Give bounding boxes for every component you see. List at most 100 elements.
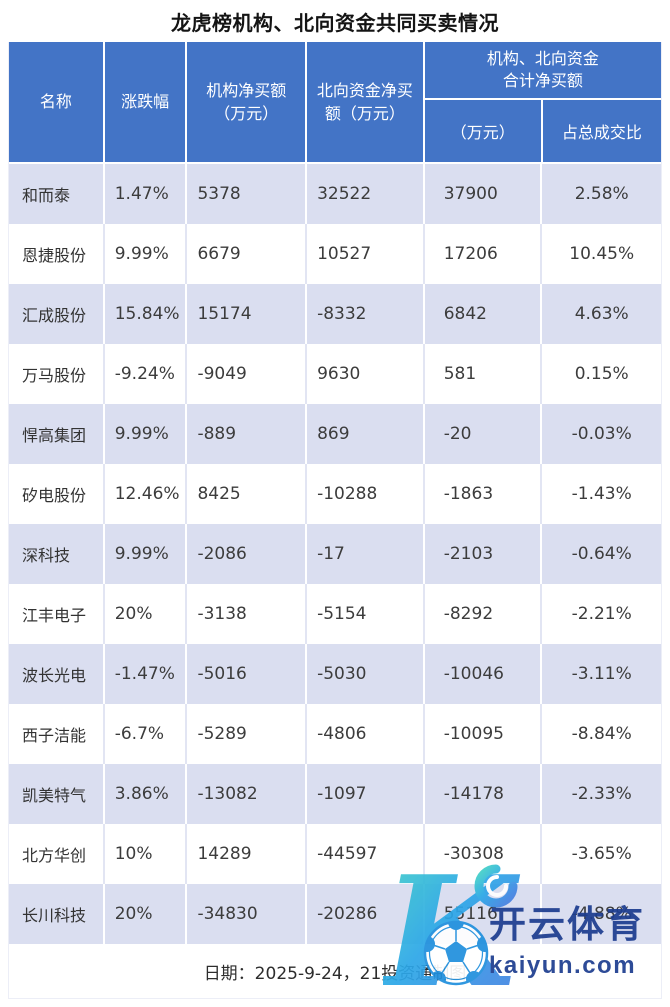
change-percent-cell: 20% [105, 884, 188, 944]
date-caption: 日期：2025-9-24，21投资通制图 [203, 963, 467, 984]
turnover-ratio-cell: -4.88% [571, 904, 632, 924]
change-percent-cell: -6.7% [105, 704, 188, 764]
stock-name-cell: 江丰电子 [9, 584, 105, 644]
northbound-net-buy-cell: 869 [307, 404, 425, 464]
stock-name-cell: 波长光电 [9, 644, 105, 704]
change-percent-cell: 20% [105, 584, 188, 644]
combined-net-buy-cell: 55116 [425, 884, 543, 944]
header-combined-line1: 机构、北向资金 [486, 48, 599, 68]
table-row: 北方华创 10% 14289 -44597 -30308 -3.65% [9, 824, 661, 884]
turnover-ratio-cell: 2.58% [574, 184, 629, 204]
stock-name-cell: 和而泰 [9, 164, 105, 224]
northbound-net-buy-cell: 9630 [307, 344, 425, 404]
institution-net-buy-cell: 8425 [187, 464, 308, 524]
northbound-net-buy-cell: -4806 [307, 704, 425, 764]
combined-net-buy-cell: -20 [425, 404, 543, 464]
northbound-net-buy-cell: -1097 [307, 764, 425, 824]
combined-net-buy-cell: -14178 [425, 764, 543, 824]
table-header: 名称 涨跌幅 机构净买额 （万元） 北向资金净买 额（万元） 机构、北向资金 合… [9, 42, 661, 164]
stock-name-cell: 西子洁能 [9, 704, 105, 764]
turnover-ratio-cell: -8.84% [571, 724, 632, 744]
stock-name-cell: 恩捷股份 [9, 224, 105, 284]
table-row: 凯美特气 3.86% -13082 -1097 -14178 -2.33% [9, 764, 661, 824]
table-row: 深科技 9.99% -2086 -17 -2103 -0.64% [9, 524, 661, 584]
turnover-ratio-cell: -1.43% [571, 484, 632, 504]
stock-name-cell: 凯美特气 [9, 764, 105, 824]
institution-net-buy-cell: -34830 [187, 884, 308, 944]
header-combined-subrow: （万元） 占总成交比 [425, 100, 661, 162]
page-title: 龙虎榜机构、北向资金共同买卖情况 [171, 11, 499, 35]
turnover-ratio-cell: 0.15% [574, 364, 629, 384]
header-institution-line2: （万元） [214, 104, 279, 123]
header-name: 名称 [9, 42, 105, 162]
change-percent-cell: -9.24% [105, 344, 188, 404]
northbound-net-buy-cell: 10527 [307, 224, 425, 284]
combined-net-buy-cell: 17206 [425, 224, 543, 284]
table-row: 万马股份 -9.24% -9049 9630 581 0.15% [9, 344, 661, 404]
combined-net-buy-cell: 581 [425, 344, 543, 404]
change-percent-cell: 15.84% [105, 284, 188, 344]
header-combined-line2: 合计净买额 [502, 71, 583, 90]
institution-net-buy-cell: 6679 [187, 224, 308, 284]
stock-table: 名称 涨跌幅 机构净买额 （万元） 北向资金净买 额（万元） 机构、北向资金 合… [8, 42, 662, 999]
northbound-net-buy-cell: -5030 [307, 644, 425, 704]
institution-net-buy-cell: -13082 [187, 764, 308, 824]
stock-name-cell: 深科技 [9, 524, 105, 584]
turnover-ratio-cell: 4.63% [574, 304, 629, 324]
stock-name-cell: 汇成股份 [9, 284, 105, 344]
header-combined-group: 机构、北向资金 合计净买额 （万元） 占总成交比 [424, 42, 661, 162]
change-percent-cell: 9.99% [105, 524, 188, 584]
combined-net-buy-cell: 6842 [425, 284, 543, 344]
turnover-ratio-cell: -0.64% [571, 544, 632, 564]
header-combined-unit: （万元） [425, 100, 543, 162]
change-percent-cell: 9.99% [105, 224, 188, 284]
institution-net-buy-cell: -2086 [187, 524, 308, 584]
northbound-net-buy-cell: -8332 [307, 284, 425, 344]
table-row: 江丰电子 20% -3138 -5154 -8292 -2.21% [9, 584, 661, 644]
stock-name-cell: 悍高集团 [9, 404, 105, 464]
table-row: 汇成股份 15.84% 15174 -8332 6842 4.63% [9, 284, 661, 344]
change-percent-cell: -1.47% [105, 644, 188, 704]
combined-net-buy-cell: -10046 [425, 644, 543, 704]
stock-name-cell: 万马股份 [9, 344, 105, 404]
stock-name-cell: 矽电股份 [9, 464, 105, 524]
northbound-net-buy-cell: -20286 [307, 884, 425, 944]
header-combined-title: 机构、北向资金 合计净买额 [424, 42, 661, 100]
table-row: 西子洁能 -6.7% -5289 -4806 -10095 -8.84% [9, 704, 661, 764]
institution-net-buy-cell: -5016 [187, 644, 308, 704]
change-percent-cell: 9.99% [105, 404, 188, 464]
northbound-net-buy-cell: -5154 [307, 584, 425, 644]
header-institution-net-buy: 机构净买额 （万元） [187, 42, 308, 162]
stock-name-cell: 北方华创 [9, 824, 105, 884]
change-percent-cell: 1.47% [105, 164, 188, 224]
table-row: 悍高集团 9.99% -889 869 -20 -0.03% [9, 404, 661, 464]
header-northbound-line1: 北向资金净买 [316, 80, 413, 100]
table-row: 波长光电 -1.47% -5016 -5030 -10046 -3.11% [9, 644, 661, 704]
header-change: 涨跌幅 [105, 42, 188, 162]
northbound-net-buy-cell: -10288 [307, 464, 425, 524]
combined-net-buy-cell: -10095 [425, 704, 543, 764]
table-row: 恩捷股份 9.99% 6679 10527 17206 10.45% [9, 224, 661, 284]
turnover-ratio-cell: 10.45% [569, 244, 635, 264]
header-turnover-ratio: 占总成交比 [561, 123, 642, 142]
change-percent-cell: 12.46% [105, 464, 188, 524]
turnover-ratio-cell: -2.21% [571, 604, 632, 624]
stock-name-cell: 长川科技 [9, 884, 105, 944]
institution-net-buy-cell: 5378 [187, 164, 308, 224]
combined-net-buy-cell: 37900 [425, 164, 543, 224]
table-footer: 日期：2025-9-24，21投资通制图 [9, 944, 661, 998]
combined-net-buy-cell: -30308 [425, 824, 543, 884]
table-body: 和而泰 1.47% 5378 32522 37900 2.58% 恩捷股份 9.… [9, 164, 661, 944]
header-northbound-line2: 额（万元） [324, 104, 405, 123]
table-row: 长川科技 20% -34830 -20286 55116 -4.88% [9, 884, 661, 944]
combined-net-buy-cell: -2103 [425, 524, 543, 584]
northbound-net-buy-cell: -17 [307, 524, 425, 584]
combined-net-buy-cell: -8292 [425, 584, 543, 644]
turnover-ratio-cell: -3.11% [571, 664, 632, 684]
northbound-net-buy-cell: -44597 [307, 824, 425, 884]
institution-net-buy-cell: -9049 [187, 344, 308, 404]
northbound-net-buy-cell: 32522 [307, 164, 425, 224]
table-row: 和而泰 1.47% 5378 32522 37900 2.58% [9, 164, 661, 224]
table-row: 矽电股份 12.46% 8425 -10288 -1863 -1.43% [9, 464, 661, 524]
turnover-ratio-cell: -3.65% [571, 844, 632, 864]
